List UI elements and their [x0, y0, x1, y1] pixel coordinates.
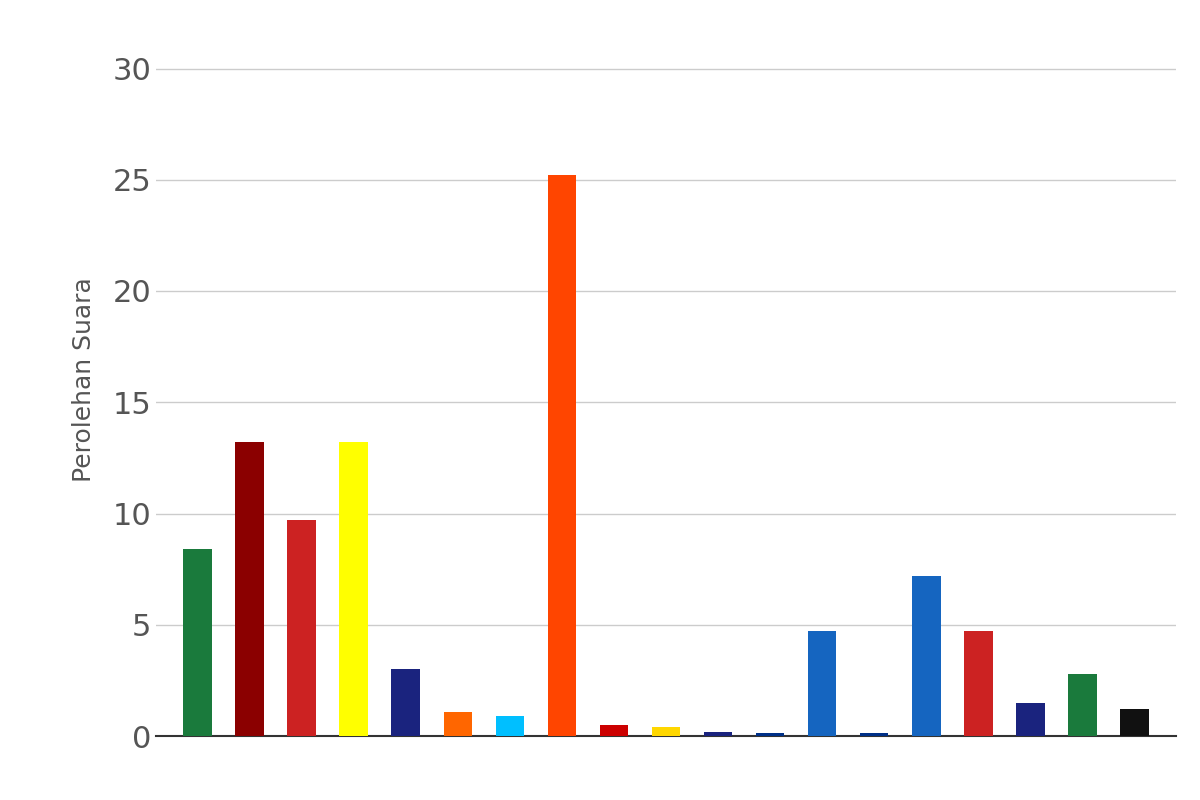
Bar [288, 520, 316, 736]
Bar [1016, 702, 1044, 736]
Bar [756, 733, 785, 736]
Bar [235, 442, 264, 736]
Bar [340, 442, 368, 736]
Bar [808, 631, 836, 736]
Bar [184, 549, 212, 736]
Y-axis label: Perolehan Suara: Perolehan Suara [72, 278, 96, 482]
Bar [600, 725, 629, 736]
Bar [1068, 674, 1097, 736]
Bar [912, 576, 941, 736]
Bar [444, 711, 472, 736]
Bar [703, 731, 732, 736]
Bar [1120, 710, 1148, 736]
Bar [860, 733, 888, 736]
Bar [391, 670, 420, 736]
Bar [652, 727, 680, 736]
Bar [496, 716, 524, 736]
Bar [547, 175, 576, 736]
Bar [964, 631, 992, 736]
